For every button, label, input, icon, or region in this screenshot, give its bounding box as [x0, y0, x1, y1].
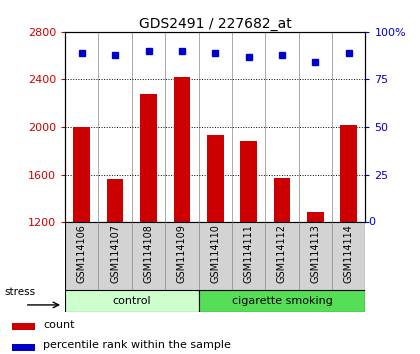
Bar	[140, 94, 157, 222]
Text: GSM114113: GSM114113	[310, 224, 320, 283]
Bar	[13, 344, 35, 351]
Bar	[65, 290, 199, 312]
Text: GSM114110: GSM114110	[210, 224, 220, 283]
Text: GSM114112: GSM114112	[277, 224, 287, 283]
Title: GDS2491 / 227682_at: GDS2491 / 227682_at	[139, 17, 291, 31]
Bar	[207, 136, 223, 222]
Text: percentile rank within the sample: percentile rank within the sample	[43, 340, 231, 350]
Bar	[74, 127, 90, 222]
Text: GSM114114: GSM114114	[344, 224, 354, 283]
Bar	[240, 141, 257, 222]
Bar	[13, 323, 35, 330]
Text: GSM114108: GSM114108	[144, 224, 154, 283]
Text: cigarette smoking: cigarette smoking	[231, 296, 332, 306]
Text: GSM114111: GSM114111	[244, 224, 254, 283]
Bar	[199, 290, 365, 312]
Text: GSM114106: GSM114106	[77, 224, 87, 283]
Text: 0: 0	[368, 217, 375, 227]
Bar	[307, 212, 324, 222]
Text: control: control	[113, 296, 151, 306]
Text: stress: stress	[4, 287, 35, 297]
Text: GSM114109: GSM114109	[177, 224, 187, 283]
Bar	[107, 179, 123, 222]
Text: count: count	[43, 320, 75, 330]
Text: GSM114107: GSM114107	[110, 224, 120, 283]
Bar	[173, 77, 190, 222]
Bar	[340, 125, 357, 222]
Bar	[274, 178, 290, 222]
